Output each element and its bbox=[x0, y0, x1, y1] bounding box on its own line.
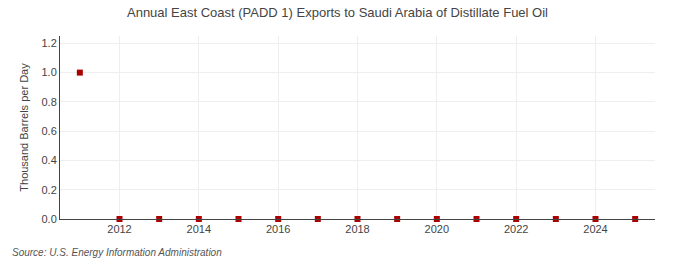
svg-text:0.2: 0.2 bbox=[42, 184, 57, 196]
svg-text:0.4: 0.4 bbox=[42, 154, 57, 166]
svg-text:Source: U.S. Energy Informatio: Source: U.S. Energy Information Administ… bbox=[12, 247, 222, 258]
svg-text:0.6: 0.6 bbox=[42, 125, 57, 137]
svg-text:0.0: 0.0 bbox=[42, 213, 57, 225]
svg-text:2022: 2022 bbox=[504, 223, 528, 235]
svg-text:Thousand Barrels per Day: Thousand Barrels per Day bbox=[18, 63, 30, 192]
svg-text:2016: 2016 bbox=[266, 223, 290, 235]
svg-text:Annual East Coast (PADD 1) Exp: Annual East Coast (PADD 1) Exports to Sa… bbox=[127, 5, 548, 20]
svg-text:2024: 2024 bbox=[583, 223, 607, 235]
svg-text:1.2: 1.2 bbox=[42, 37, 57, 49]
svg-text:2014: 2014 bbox=[187, 223, 211, 235]
svg-text:2020: 2020 bbox=[425, 223, 449, 235]
svg-text:0.8: 0.8 bbox=[42, 96, 57, 108]
svg-text:2018: 2018 bbox=[345, 223, 369, 235]
svg-text:2012: 2012 bbox=[107, 223, 131, 235]
svg-text:1.0: 1.0 bbox=[42, 66, 57, 78]
